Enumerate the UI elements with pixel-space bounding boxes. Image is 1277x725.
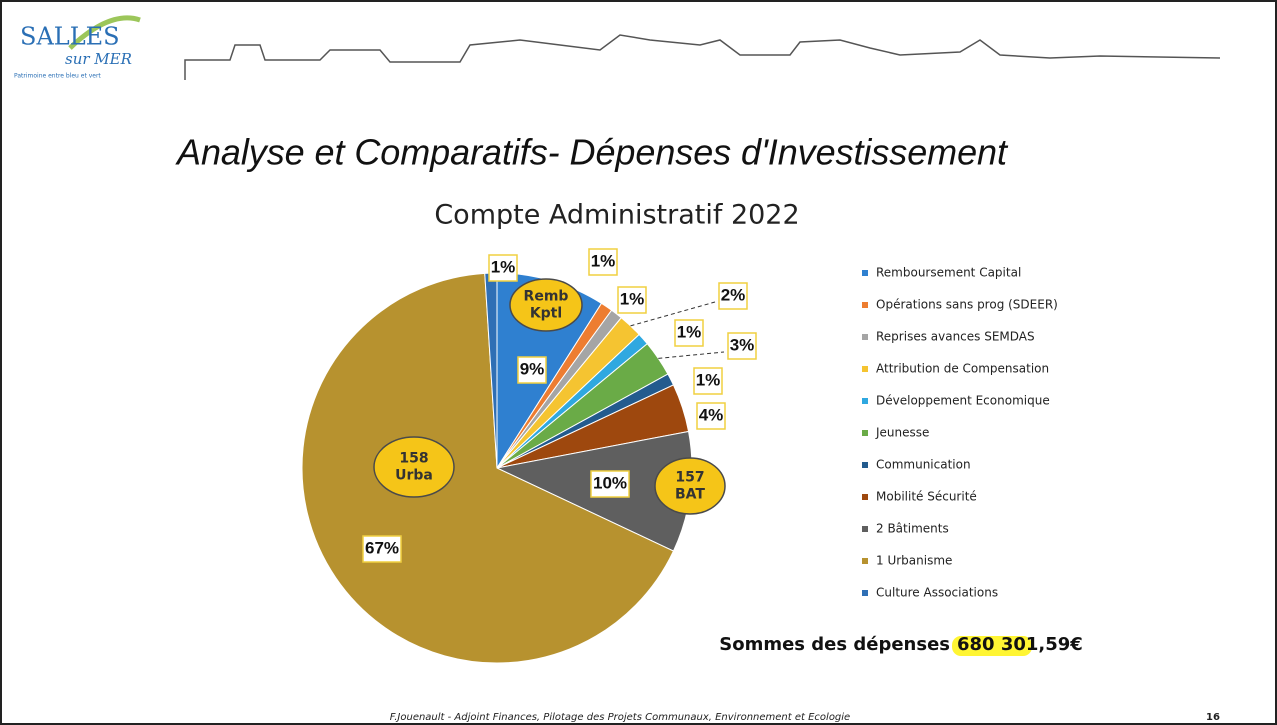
annotation-text: BAT [675,487,705,503]
data-label: 3% [730,335,755,354]
data-label-box [488,254,518,282]
data-label: 9% [520,359,545,378]
data-label-box [617,286,647,314]
legend-swatch [862,398,868,404]
logo: SALLES sur MER Patrimoine entre bleu et … [14,15,141,80]
data-label-box [362,535,402,563]
annotation-text: 157 [675,470,704,486]
total-value: 680 301,59€ [957,634,1083,655]
data-label: 1% [696,370,721,389]
legend-swatch [862,302,868,308]
footer: F.Jouenault - Adjoint Finances, Pilotage… [390,712,850,723]
data-label: 1% [620,289,645,308]
legend-swatch [862,462,868,468]
pie-slice [301,272,675,664]
total-label: Sommes des dépenses [719,634,950,655]
legend-swatch [862,494,868,500]
legend-swatch [862,334,868,340]
annotation-text: Remb [524,289,569,305]
legend-swatch [862,270,868,276]
data-label: 2% [721,285,746,304]
annotation-bubble [654,457,726,515]
legend-label: Mobilité Sécurité [876,490,977,504]
logo-name: SALLES [20,23,120,51]
logo-tagline: Patrimoine entre bleu et vert [14,73,101,80]
page-number: 16 [1206,712,1220,723]
data-label-box [588,248,618,276]
data-label-box [693,367,723,395]
legend-swatch [862,526,868,532]
legend-label: Culture Associations [876,586,998,600]
annotation-text: 158 [399,451,428,467]
leader-line [630,301,716,327]
data-label: 10% [593,473,627,492]
logo-sub: sur MER [65,50,132,68]
annotation-text: Urba [395,468,433,484]
data-label: 1% [677,322,702,341]
data-label-box [696,402,726,430]
skyline [184,34,1221,80]
data-label-box [718,282,748,310]
data-label: 4% [699,405,724,424]
legend-label: Communication [876,458,971,472]
legend-label: 1 Urbanisme [876,554,952,568]
data-label: 67% [365,538,399,557]
data-label: 1% [591,251,616,270]
data-label: 1% [491,257,516,276]
data-label-box [517,356,547,384]
highlight [952,636,1032,656]
legend-swatch [862,430,868,436]
annotation-bubble [509,278,583,332]
legend-swatch [862,366,868,372]
legend-label: Remboursement Capital [876,266,1021,280]
data-label-box [727,332,757,360]
chart-title: Compte Administratif 2022 [434,200,799,231]
annotation-text: Kptl [530,306,562,322]
heading: Analyse et Comparatifs- Dépenses d'Inves… [175,132,1009,173]
data-label-box [590,470,630,498]
legend-label: Reprises avances SEMDAS [876,330,1035,344]
legend-label: Développement Economique [876,394,1050,408]
legend-swatch [862,558,868,564]
legend-swatch [862,590,868,596]
annotation-bubble [373,436,455,498]
legend-label: Jeunesse [875,426,929,440]
data-label-box [674,319,704,347]
legend-label: Opérations sans prog (SDEER) [876,298,1058,312]
logo-swoosh [68,15,141,50]
legend-label: 2 Bâtiments [876,522,949,536]
legend-label: Attribution de Compensation [876,362,1049,376]
